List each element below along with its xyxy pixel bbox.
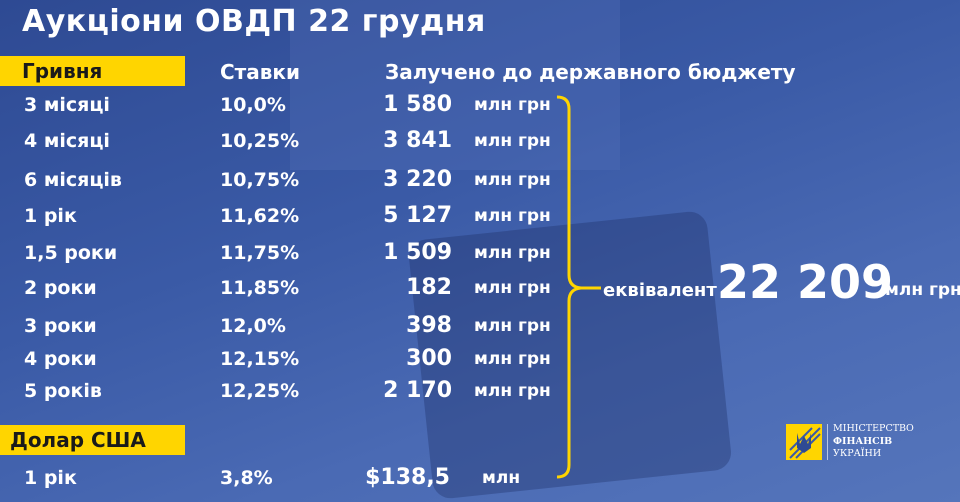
usd-row: 1 рік 3,8% $138,5 млн [0,463,560,493]
unit: млн грн [474,316,551,336]
usd-section-label: Долар США [0,425,185,455]
unit: млн грн [474,381,551,401]
term: 1,5 роки [24,242,118,264]
term: 4 місяці [24,130,110,152]
total-unit: млн грн [885,280,960,300]
amount: 3 220 [383,167,452,192]
rate: 10,75% [220,169,300,191]
term: 1 рік [24,467,77,489]
amount: 5 127 [383,203,452,228]
uah-section-label: Гривня [0,56,185,86]
unit: млн [482,468,521,488]
total-prefix: еквівалент [603,280,717,301]
rate: 10,25% [220,130,300,152]
term: 3 місяці [24,94,110,116]
amount: 300 [406,346,452,371]
total-value: 22 209 [717,255,894,309]
rate: 11,75% [220,242,300,264]
background-chart-image [290,0,620,170]
rate: 3,8% [220,467,273,489]
unit: млн грн [474,95,551,115]
amount: 2 170 [383,378,452,403]
table-row: 4 місяці 10,25% 3 841 млн грн [0,126,560,156]
rate: 11,62% [220,205,300,227]
logo-line-1: МІНІСТЕРСТВО [833,423,914,434]
rate: 12,0% [220,315,286,337]
table-row: 3 місяці 10,0% 1 580 млн грн [0,90,560,120]
rate: 10,0% [220,94,286,116]
amount: 1 509 [383,240,452,265]
amount: $138,5 [365,465,450,490]
table-row: 3 роки 12,0% 398 млн грн [0,311,560,341]
table-row: 5 років 12,25% 2 170 млн грн [0,376,560,406]
amount: 3 841 [383,128,452,153]
rate: 12,15% [220,348,300,370]
unit: млн грн [474,206,551,226]
table-row: 1,5 роки 11,75% 1 509 млн грн [0,238,560,268]
logo-line-2: ФІНАНСІВ [833,435,893,447]
rate: 12,25% [220,380,300,402]
term: 1 рік [24,205,77,227]
amount: 1 580 [383,92,452,117]
table-row: 6 місяців 10,75% 3 220 млн грн [0,165,560,195]
amount: 398 [406,313,452,338]
unit: млн грн [474,349,551,369]
term: 2 роки [24,277,97,299]
amount-header: Залучено до державного бюджету [385,60,796,84]
bracket-icon [556,95,601,479]
term: 3 роки [24,315,97,337]
unit: млн грн [474,243,551,263]
logo-line-3: УКРАЇНИ [833,448,882,459]
term: 5 років [24,380,102,402]
table-row: 2 роки 11,85% 182 млн грн [0,273,560,303]
term: 4 роки [24,348,97,370]
rate: 11,85% [220,277,300,299]
unit: млн грн [474,131,551,151]
term: 6 місяців [24,169,122,191]
table-row: 1 рік 11,62% 5 127 млн грн [0,201,560,231]
page-title: Аукціони ОВДП 22 грудня [22,4,486,39]
unit: млн грн [474,170,551,190]
unit: млн грн [474,278,551,298]
rates-header: Ставки [220,60,301,84]
table-row: 4 роки 12,15% 300 млн грн [0,344,560,374]
amount: 182 [406,275,452,300]
trident-emblem-icon [786,424,822,460]
